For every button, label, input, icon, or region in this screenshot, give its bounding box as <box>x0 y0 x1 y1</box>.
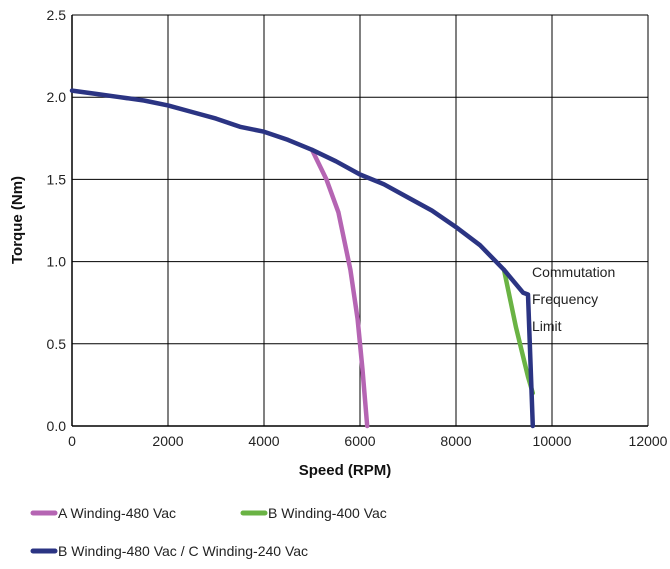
tick-labels: 0 2000 4000 6000 8000 10000 12000 0.0 0.5 1.0 1.5 2… <box>47 7 668 449</box>
legend-item-a: A Winding-480 Vac <box>30 505 176 521</box>
series-line-a-winding-480 <box>309 147 370 429</box>
legend-label-a: A Winding-480 Vac <box>58 505 176 521</box>
x-tick-label: 2000 <box>152 433 183 449</box>
legend: A Winding-480 Vac B Winding-400 Vac B Wi… <box>30 505 387 559</box>
annotation-line-2: Frequency <box>532 291 598 307</box>
y-tick-label: 2.5 <box>47 7 67 23</box>
legend-label-c: B Winding-480 Vac / C Winding-240 Vac <box>58 543 308 559</box>
axes <box>71 15 648 427</box>
x-tick-label: 12000 <box>629 433 668 449</box>
x-tick-label: 4000 <box>248 433 279 449</box>
legend-item-b: B Winding-400 Vac <box>240 505 387 521</box>
series-lines <box>69 88 536 429</box>
y-axis-title: Torque (Nm) <box>9 176 26 264</box>
annotation-line-1: Commutation <box>532 264 615 280</box>
x-tick-label: 0 <box>68 433 76 449</box>
y-tick-label: 1.0 <box>47 254 67 270</box>
y-tick-label: 0.5 <box>47 336 67 352</box>
x-axis-title: Speed (RPM) <box>299 462 392 479</box>
legend-label-b: B Winding-400 Vac <box>268 505 387 521</box>
y-tick-label: 0.0 <box>47 418 67 434</box>
commutation-annotation: Commutation Frequency Limit <box>532 264 615 334</box>
legend-item-c: B Winding-480 Vac / C Winding-240 Vac <box>30 543 308 559</box>
x-tick-label: 6000 <box>344 433 375 449</box>
y-tick-label: 2.0 <box>47 89 67 105</box>
y-tick-label: 1.5 <box>47 171 67 187</box>
series-line-b480-c240 <box>69 88 536 429</box>
x-tick-label: 10000 <box>533 433 572 449</box>
annotation-line-3: Limit <box>532 318 562 334</box>
x-tick-label: 8000 <box>440 433 471 449</box>
